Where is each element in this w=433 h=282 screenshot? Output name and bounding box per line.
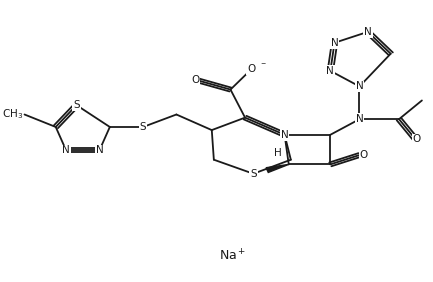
Text: S: S (140, 122, 146, 132)
Text: N: N (281, 130, 288, 140)
Polygon shape (266, 164, 289, 173)
Text: S: S (73, 100, 80, 110)
Text: N: N (331, 38, 339, 48)
Text: N: N (355, 81, 363, 91)
Text: O: O (359, 150, 368, 160)
Text: N: N (96, 145, 103, 155)
Text: $^{-}$: $^{-}$ (260, 60, 266, 69)
Text: H: H (275, 148, 282, 158)
Text: S: S (250, 169, 257, 179)
Text: N: N (326, 66, 334, 76)
Text: N: N (355, 114, 363, 124)
Text: N: N (364, 27, 372, 37)
Text: O: O (191, 75, 199, 85)
Text: CH$_3$: CH$_3$ (2, 108, 23, 121)
Text: Na$^+$: Na$^+$ (219, 249, 246, 264)
Text: O: O (247, 64, 255, 74)
Text: O: O (413, 135, 421, 144)
Text: N: N (62, 145, 70, 155)
